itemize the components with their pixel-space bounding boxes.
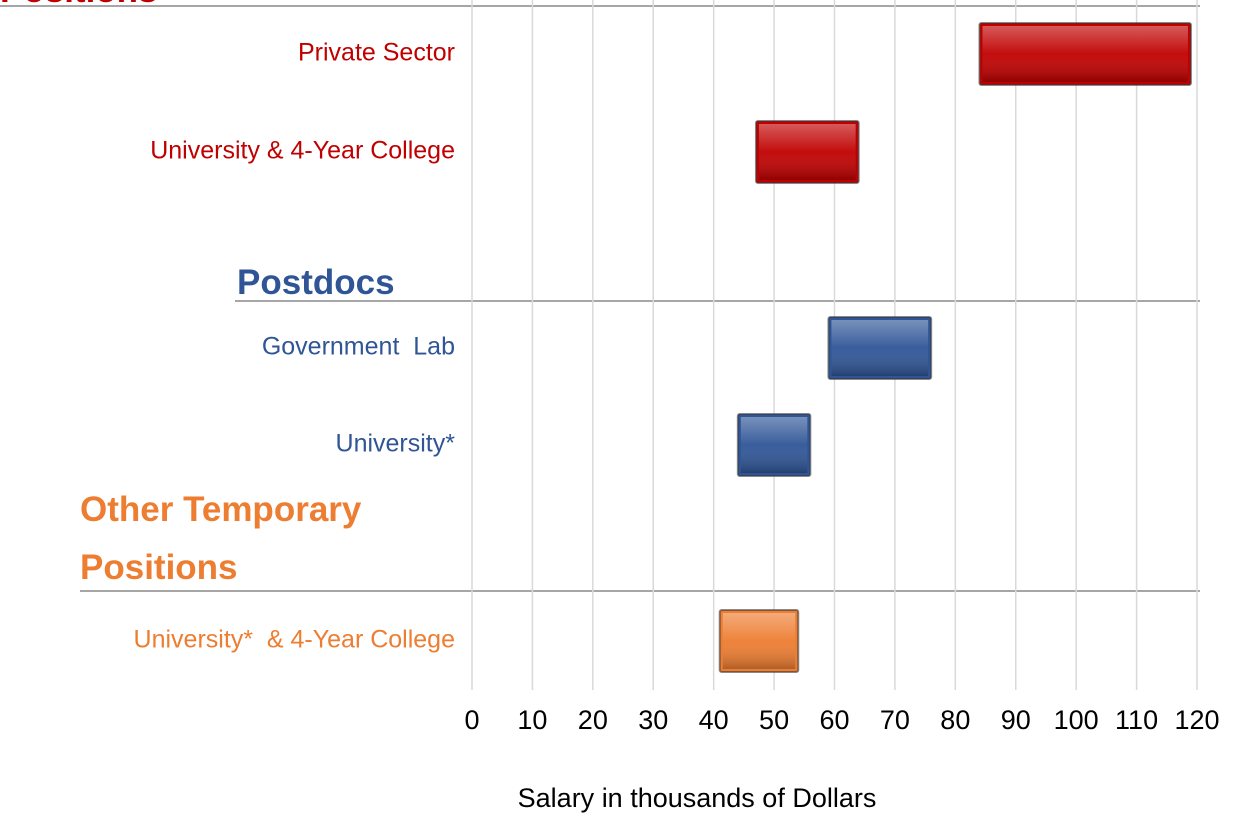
x-tick-label: 100 — [1054, 705, 1099, 735]
group-heading: Other Temporary Positions — [80, 490, 362, 587]
x-tick-label: 40 — [699, 705, 729, 735]
x-tick-label: 0 — [464, 705, 479, 735]
x-axis-title: Salary in thousands of Dollars — [518, 783, 877, 813]
bar-shine — [982, 26, 1188, 82]
x-tick-label: 10 — [517, 705, 547, 735]
bar-group — [827, 316, 933, 380]
category-label: Private Sector — [298, 39, 455, 67]
category-label: University* & 4-Year College — [134, 626, 455, 654]
bar-shine — [831, 320, 929, 376]
bar-shine — [740, 417, 808, 473]
group-heading: Positions — [0, 0, 360, 20]
group-heading: Postdocs — [237, 263, 395, 302]
x-tick-label: 60 — [819, 705, 849, 735]
bar-group — [754, 120, 860, 184]
bar-group — [978, 22, 1192, 86]
bar-group — [718, 609, 800, 673]
bar-shine — [722, 613, 796, 669]
bar-group — [736, 413, 812, 477]
x-tick-label: 50 — [759, 705, 789, 735]
x-tick-label: 110 — [1115, 705, 1158, 735]
x-tick-label: 120 — [1174, 705, 1219, 735]
category-label: University* — [336, 430, 456, 458]
category-label: University & 4-Year College — [150, 137, 455, 165]
category-label: Government Lab — [262, 333, 455, 361]
x-tick-label: 20 — [578, 705, 608, 735]
x-tick-label: 70 — [880, 705, 910, 735]
x-tick-label: 90 — [1001, 705, 1031, 735]
x-tick-label: 30 — [638, 705, 668, 735]
x-tick-label: 80 — [940, 705, 970, 735]
bar-shine — [758, 124, 856, 180]
